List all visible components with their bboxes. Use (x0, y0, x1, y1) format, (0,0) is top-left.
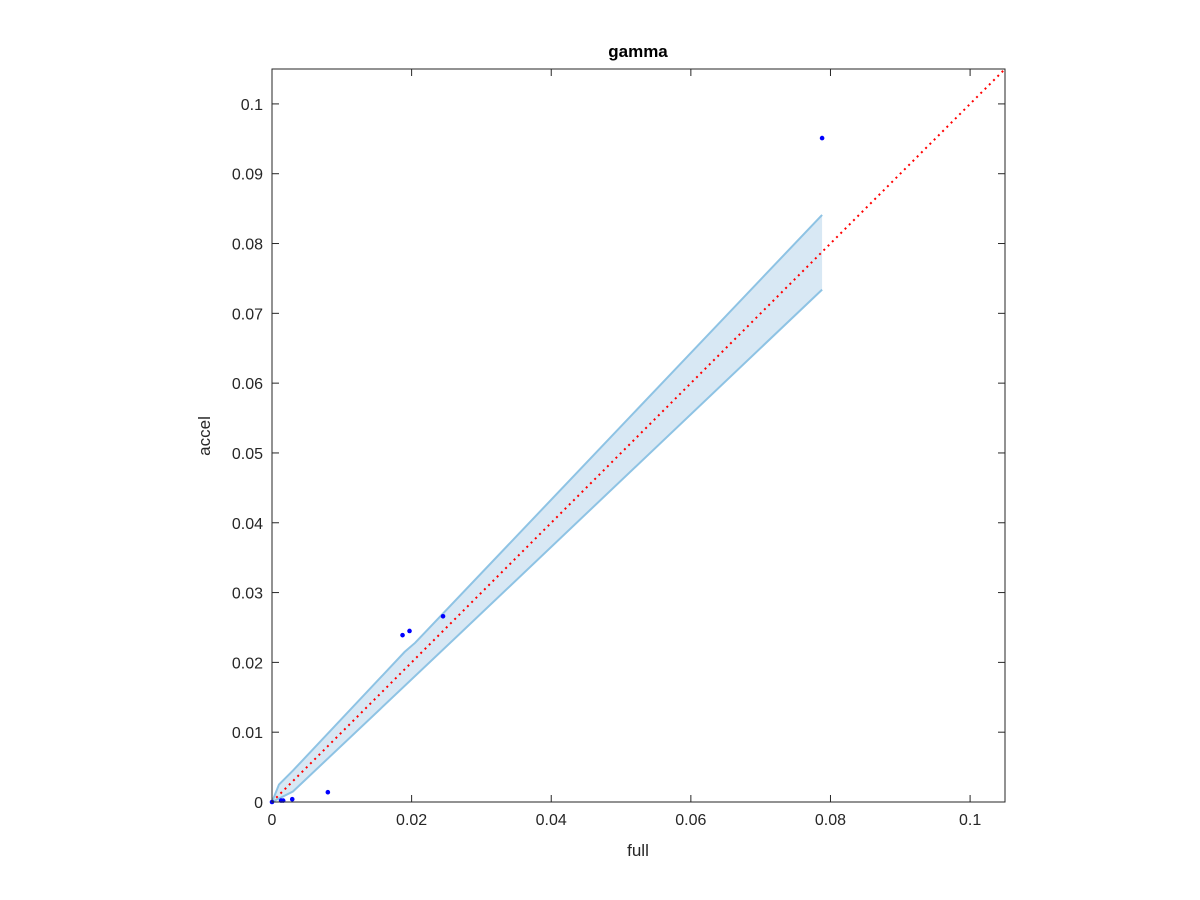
band-lower-line (271, 288, 823, 803)
band-fill (272, 214, 823, 802)
x-axis-label: full (627, 841, 649, 860)
x-tick-label: 0.06 (675, 812, 706, 829)
plot-box (271, 68, 1006, 803)
data-point (407, 628, 412, 634)
x-tick-label: 0.04 (536, 812, 567, 829)
y-tick-label: 0.03 (232, 586, 263, 603)
y-tick-label: 0.09 (232, 167, 263, 184)
x-tick-label: 0 (268, 812, 277, 829)
data-point (289, 796, 295, 802)
y-tick-label: 0.01 (232, 725, 263, 742)
data-point (400, 632, 405, 638)
data-point (819, 135, 825, 141)
data-point (325, 789, 331, 795)
data-point (440, 614, 446, 619)
y-tick-label: 0.04 (232, 516, 263, 533)
y-tick-label: 0.02 (232, 655, 263, 672)
chart-title: gamma (608, 42, 668, 61)
x-tick-label: 0.08 (815, 812, 846, 829)
data-points (269, 135, 825, 805)
x-tick-label: 0.1 (959, 812, 981, 829)
axis-ticks: 0 0.02 0.04 0.06 0.08 0.1 0 0.01 0.02 0.03 0.04 0.0… (232, 69, 1005, 829)
y-tick-label: 0.1 (241, 97, 263, 114)
y-axis-label: accel (195, 416, 214, 456)
y-tick-label: 0.05 (232, 446, 263, 463)
y-tick-label: 0.06 (232, 376, 263, 393)
confidence-band (271, 214, 823, 803)
y-tick-label: 0.08 (232, 237, 263, 254)
x-tick-label: 0.02 (396, 812, 427, 829)
band-upper-line (271, 214, 823, 803)
y-tick-label: 0.07 (232, 306, 263, 323)
y-tick-label: 0 (254, 795, 263, 812)
